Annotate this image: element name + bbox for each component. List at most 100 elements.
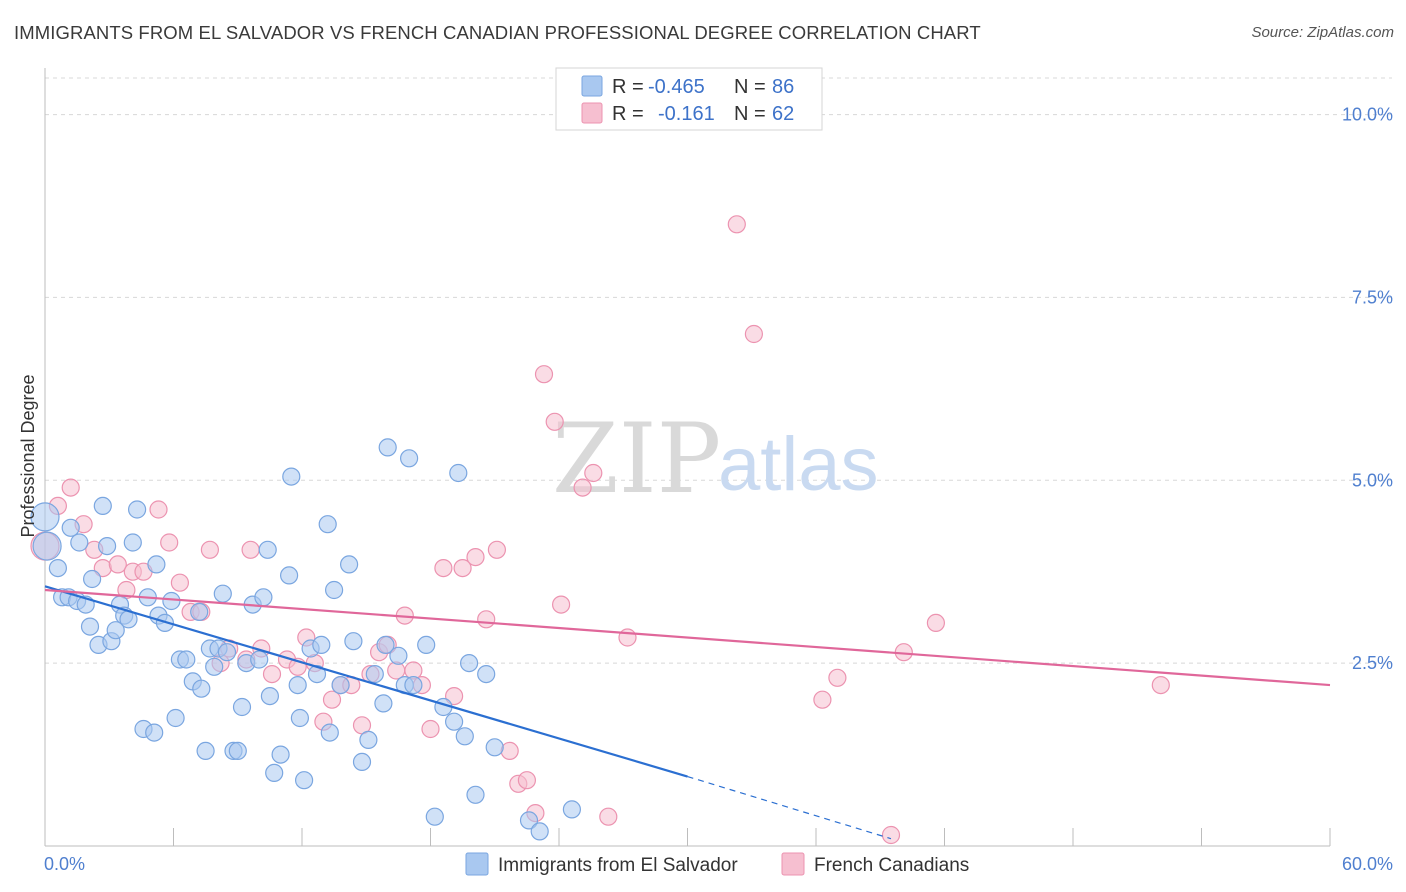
point-el-salvador-58 [312,635,331,655]
point-el-salvador-83 [477,664,496,684]
point-el-salvador-12 [93,496,112,515]
point-french-canadian-58 [813,690,832,709]
watermark-zip: ZIP [552,403,721,515]
point-french-canadian-59 [828,668,847,687]
point-el-salvador-79 [449,463,468,483]
point-el-salvador-81 [460,653,479,673]
point-french-canadian-6 [108,555,127,574]
point-el-salvador-15 [106,621,125,640]
point-el-salvador-69 [376,635,395,655]
legend-swatch-blue [581,75,603,97]
x-tick-label-1: 60.0% [1342,854,1393,874]
point-el-salvador-75 [417,635,436,655]
point-el-salvador-53 [288,675,307,695]
legend-r-label-2: R = [612,103,644,125]
point-el-salvador-73 [400,449,419,468]
point-el-salvador-34 [196,741,215,761]
point-french-canadian-54 [599,807,618,826]
point-french-canadian-43 [477,610,496,629]
point-french-canadian-56 [727,215,746,234]
point-french-canadian-27 [322,690,342,709]
point-el-salvador-52 [282,467,301,486]
point-french-canadian-2 [61,478,80,497]
point-el-salvador-7 [70,533,89,552]
legend-n-label-2: N = [734,103,766,125]
point-el-salvador-65 [352,752,372,772]
y-tick-label-1: 5.0% [1352,470,1393,490]
point-el-salvador-68 [374,694,393,713]
point-el-salvador-23 [145,723,164,742]
y-tick-label-0: 2.5% [1352,653,1393,673]
point-el-salvador-80 [455,727,474,746]
y-tick-labels: 2.5% 5.0% 7.5% 10.0% [1342,105,1393,674]
point-french-canadian-47 [517,771,537,790]
trend-lines [44,585,1331,840]
point-el-salvador-28 [166,708,185,728]
point-french-canadian-15 [200,540,219,559]
point-french-canadian-44 [487,540,506,559]
point-french-canadian-55 [618,628,637,647]
point-el-salvador-36 [205,657,224,676]
point-el-salvador-71 [389,646,408,665]
point-french-canadian-42 [466,547,485,567]
trend-line-el-salvador-extension [687,775,892,840]
x-tick-labels: 0.0% 60.0% [44,854,1393,874]
point-el-salvador-42 [232,697,252,717]
point-el-salvador-51 [280,566,299,585]
point-el-salvador-9 [80,617,100,636]
axes [44,68,1331,847]
point-el-salvador-2 [48,558,68,578]
y-tick-label-3: 10.0% [1342,105,1393,125]
data-points [30,215,1170,845]
point-el-salvador-61 [325,580,344,600]
point-el-salvador-1 [32,531,62,561]
point-french-canadian-62 [1151,675,1170,695]
point-el-salvador-46 [254,588,273,607]
point-french-canadian-41 [453,558,472,578]
watermark-atlas: atlas [718,422,879,507]
point-french-canadian-51 [551,595,571,614]
point-el-salvador-54 [290,708,309,728]
legend-label-french-canadians: French Canadians [814,855,969,876]
point-french-canadian-45 [500,741,519,761]
legend-swatch-el-salvador [465,852,489,876]
point-el-salvador-76 [425,807,444,826]
point-french-canadian-50 [545,412,564,431]
legend-swatch-french-canadians [781,852,805,876]
point-el-salvador-0 [30,502,60,532]
point-french-canadian-40 [445,686,464,706]
point-french-canadian-19 [241,540,260,559]
point-el-salvador-47 [258,540,277,559]
point-el-salvador-60 [320,723,339,742]
point-el-salvador-48 [260,686,279,706]
point-el-salvador-24 [147,555,166,574]
source-credit: Source: ZipAtlas.com [1251,24,1394,41]
point-el-salvador-74 [404,675,423,695]
point-el-salvador-5 [61,518,80,537]
point-el-salvador-38 [213,584,232,603]
point-el-salvador-19 [123,533,142,552]
point-el-salvador-27 [162,591,181,611]
point-french-canadian-12 [170,573,189,592]
point-el-salvador-62 [331,675,350,695]
point-french-canadian-57 [744,324,764,344]
point-el-salvador-59 [318,515,337,534]
point-el-salvador-10 [82,569,102,589]
point-el-salvador-55 [295,771,314,790]
legend-n-label-1: N = [734,76,766,98]
legend-label-el-salvador: Immigrants from El Salvador [498,855,738,876]
point-french-canadian-52 [573,478,592,497]
legend-r-value-2: -0.161 [658,103,715,125]
point-el-salvador-57 [307,664,327,684]
point-el-salvador-70 [378,438,397,457]
point-el-salvador-87 [562,800,582,819]
legend-r-value-1: -0.465 [648,76,705,98]
legend-n-value-1: 86 [772,76,794,98]
point-french-canadian-10 [149,500,168,519]
point-french-canadian-53 [584,463,603,483]
point-el-salvador-64 [344,632,363,651]
point-el-salvador-30 [177,650,196,669]
point-french-canadian-61 [926,613,946,633]
watermark: ZIP atlas [552,403,879,515]
